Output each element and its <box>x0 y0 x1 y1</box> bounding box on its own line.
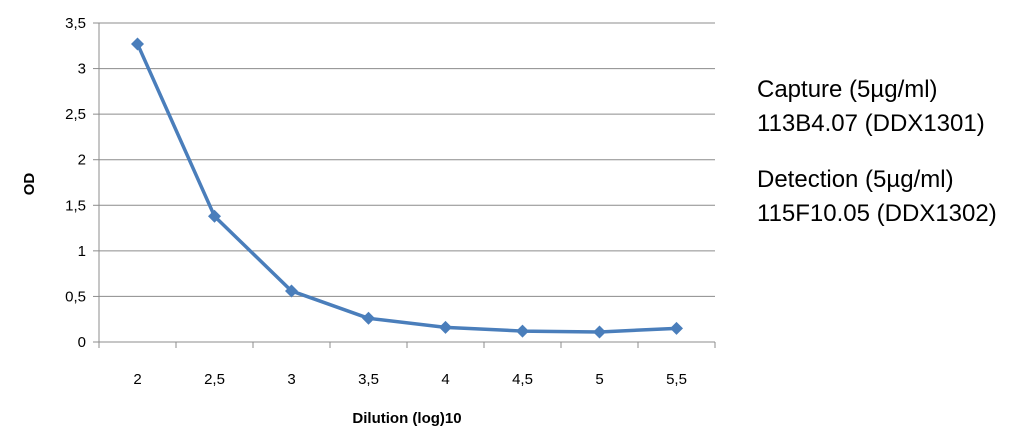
data-point-marker <box>362 311 375 325</box>
data-point-marker <box>131 37 144 51</box>
data-point-marker <box>670 321 683 335</box>
series-line <box>135 43 677 334</box>
x-tick-label: 3 <box>287 371 295 388</box>
x-tick-label: 3,5 <box>358 371 379 388</box>
x-axis-title: Dilution (log)10 <box>352 410 461 427</box>
x-tick-label: 2 <box>133 371 141 388</box>
data-point-marker <box>439 320 452 334</box>
axes <box>93 22 716 348</box>
detection-annotation: Detection (5µg/ml) 115F10.05 (DDX1302) <box>757 163 997 231</box>
x-tick-label: 5,5 <box>666 371 687 388</box>
capture-antibody: 113B4.07 (DDX1301) <box>757 110 985 137</box>
y-tick-label: 1 <box>78 243 86 260</box>
y-axis-title: OD <box>21 173 38 196</box>
data-point-marker <box>285 284 298 298</box>
detection-conditions: Detection (5µg/ml) <box>757 166 954 193</box>
y-tick-label: 1,5 <box>65 197 86 214</box>
x-tick-label: 5 <box>595 371 603 388</box>
detection-antibody: 115F10.05 (DDX1302) <box>757 200 997 227</box>
y-tick-label: 2,5 <box>65 106 86 123</box>
y-tick-label: 0 <box>78 334 86 351</box>
capture-annotation: Capture (5µg/ml) 113B4.07 (DDX1301) <box>757 73 985 141</box>
data-point-marker <box>208 209 221 223</box>
gridlines <box>99 22 715 297</box>
x-tick-labels: 2 2,5 3 3,5 4 4,5 5 5,5 <box>133 371 687 388</box>
data-point-marker <box>516 324 529 338</box>
data-point-marker <box>593 325 606 339</box>
x-tick-label: 4,5 <box>512 371 533 388</box>
y-tick-label: 0,5 <box>65 288 86 305</box>
capture-conditions: Capture (5µg/ml) <box>757 76 938 103</box>
y-tick-label: 3 <box>78 61 86 78</box>
series-line-group <box>131 37 683 339</box>
y-tick-label: 3,5 <box>65 15 86 32</box>
y-tick-label: 2 <box>78 152 86 169</box>
x-tick-label: 4 <box>441 371 449 388</box>
y-tick-labels: 0 0,5 1 1,5 2 2,5 3 3,5 <box>65 15 86 351</box>
x-tick-label: 2,5 <box>204 371 225 388</box>
